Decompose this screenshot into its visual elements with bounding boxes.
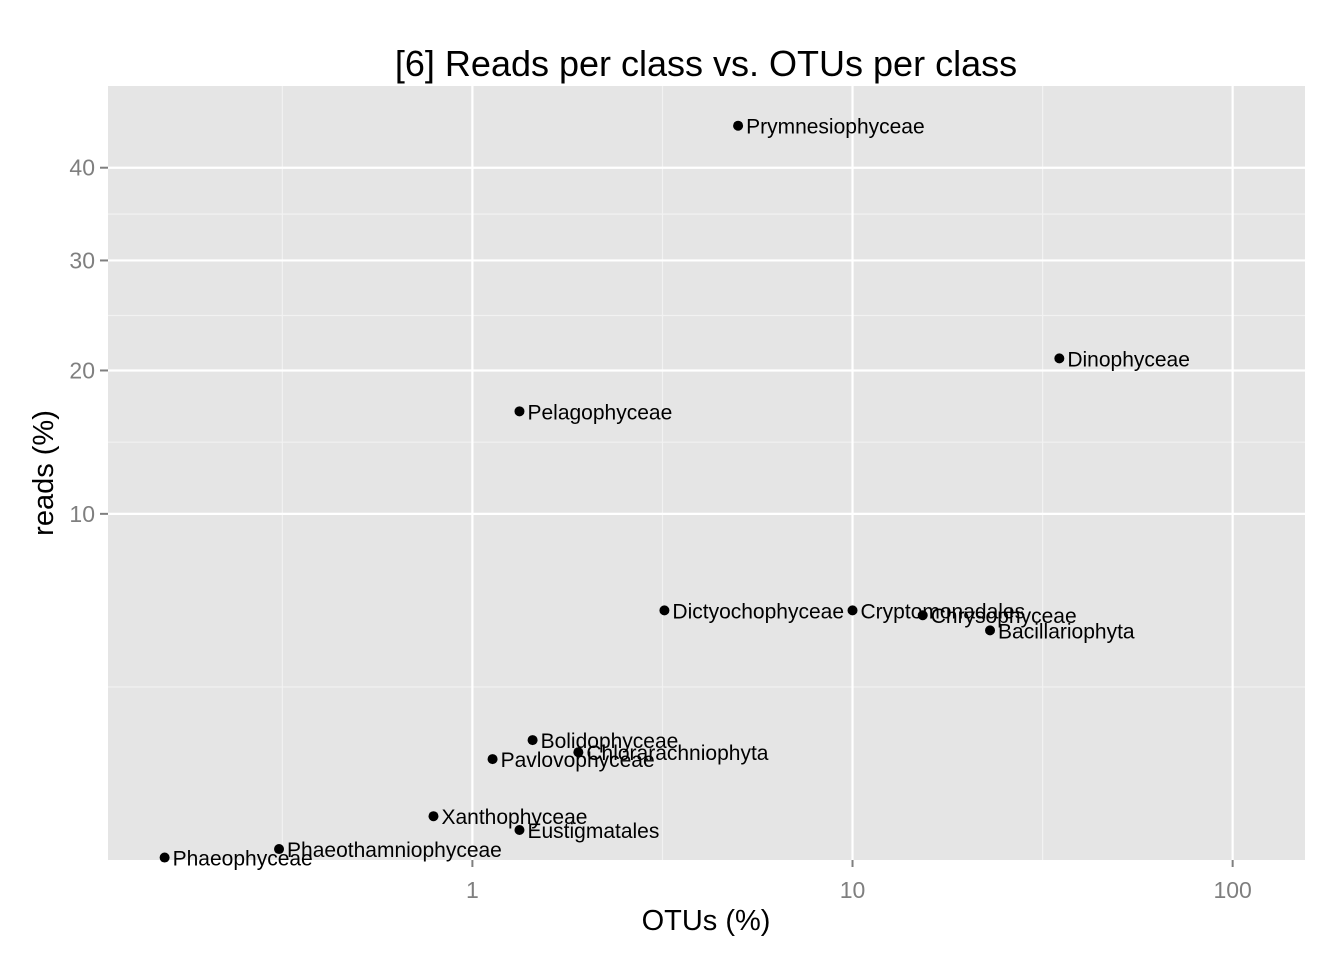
data-point-label: Bacillariophyta <box>998 620 1135 643</box>
x-axis-title: OTUs (%) <box>642 905 771 937</box>
y-tick-label: 40 <box>69 155 95 181</box>
x-tick-label: 100 <box>1213 877 1251 903</box>
data-point <box>274 844 285 855</box>
data-point-label: Dictyochophyceae <box>672 600 844 623</box>
data-point <box>847 605 858 616</box>
data-point <box>428 811 439 822</box>
axis-ticks: 1 10 100 10 20 30 40 <box>69 155 1251 903</box>
data-point <box>527 735 538 746</box>
data-point-label: Dinophyceae <box>1067 348 1190 371</box>
data-point <box>514 406 525 417</box>
data-point <box>733 120 744 131</box>
data-point <box>514 825 525 836</box>
x-tick-label: 1 <box>466 877 479 903</box>
plot-panel <box>108 86 1305 860</box>
data-point-label: Eustigmatales <box>527 820 659 843</box>
data-point <box>985 625 996 636</box>
data-point-label: Pavlovophyceae <box>501 749 655 772</box>
data-points: Prymnesiophyceae Dinophyceae Pelagophyceae… <box>159 116 1190 871</box>
x-tick-label: 10 <box>840 877 866 903</box>
y-axis-title: reads (%) <box>28 410 60 536</box>
y-tick-label: 20 <box>69 357 95 383</box>
data-point-label: Chrysophyceae <box>931 605 1077 628</box>
chart-title: [6] Reads per class vs. OTUs per class <box>395 43 1017 84</box>
data-point-label: Chlorarachniophyta <box>586 742 768 765</box>
grid-lines <box>108 86 1305 860</box>
data-point-label: Xanthophyceae <box>441 806 587 829</box>
data-point-label: Cryptomonadales <box>861 600 1026 623</box>
data-point-label: Prymnesiophyceae <box>746 116 925 139</box>
data-point-label: Bolidophyceae <box>541 730 679 753</box>
data-point <box>917 610 928 621</box>
data-point <box>1054 353 1065 364</box>
data-point <box>573 747 584 758</box>
y-tick-label: 10 <box>69 501 95 527</box>
data-point <box>659 605 670 616</box>
data-point <box>159 852 170 863</box>
y-tick-label: 30 <box>69 247 95 273</box>
data-point-label: Phaeothamniophyceae <box>287 839 502 862</box>
data-point <box>487 754 498 765</box>
data-point-label: Pelagophyceae <box>527 401 672 424</box>
